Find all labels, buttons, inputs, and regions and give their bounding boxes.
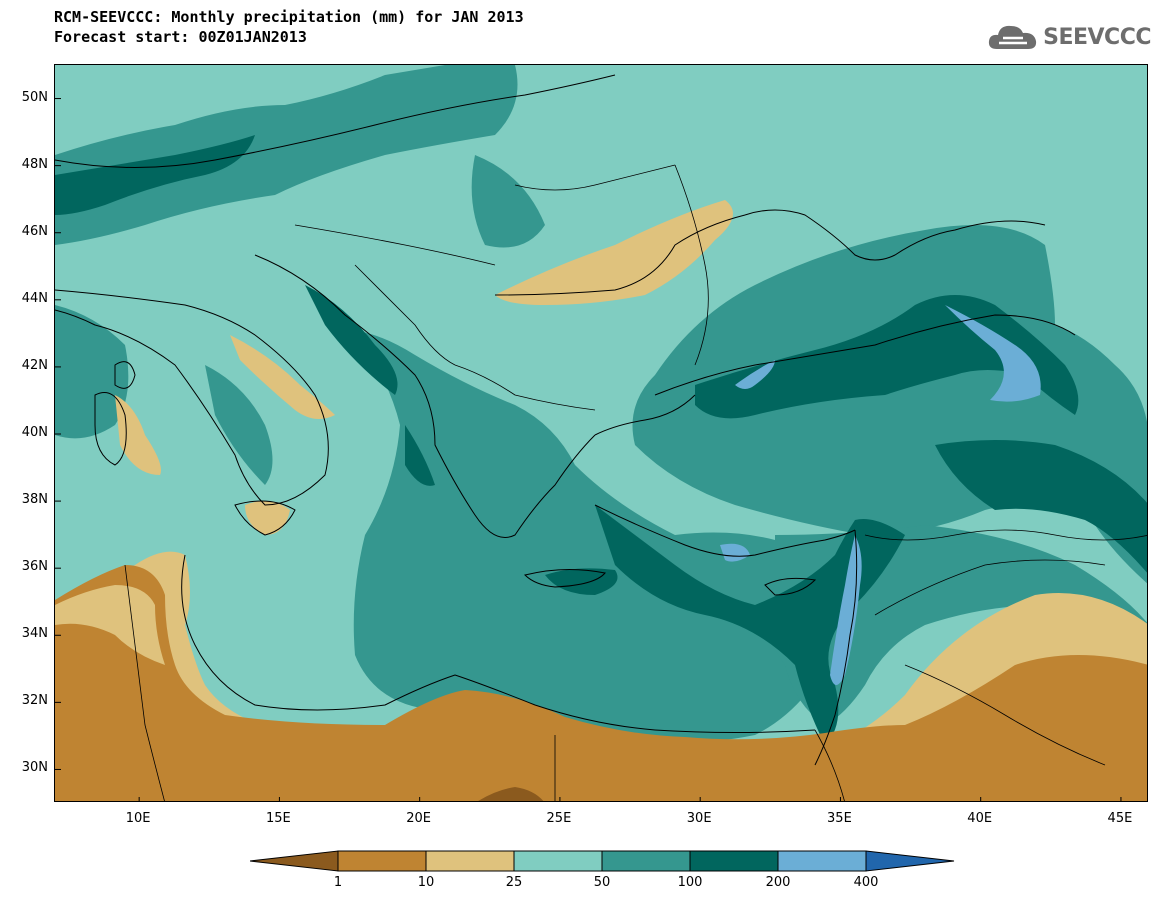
lon-tick-label: 10E <box>125 811 151 826</box>
lat-tick-label: 48N <box>21 156 48 172</box>
colorbar-level-label: 1 <box>333 875 343 890</box>
field-50-100-corsica <box>55 305 129 439</box>
colorbar-level-label: 10 <box>417 875 435 890</box>
field-50-100-carpathians <box>471 155 545 248</box>
colorbar-level-label: 50 <box>593 875 611 890</box>
field-10-25-tunisia <box>55 585 165 665</box>
precipitation-field <box>55 65 1147 801</box>
lon-tick-label: 35E <box>827 811 852 826</box>
colorbar-level-label: 25 <box>505 875 523 890</box>
lon-tick-label: 15E <box>266 811 291 826</box>
lat-tick-label: 44N <box>21 290 48 306</box>
field-200-400-pontic <box>945 305 1041 402</box>
colorbar-below-arrow <box>250 850 339 872</box>
seevccc-logo: SEEVCCC <box>987 20 1151 54</box>
field-200-400-antalya <box>720 543 750 562</box>
colorbar-level-label: 400 <box>853 875 879 890</box>
colorbar-level-label: 100 <box>677 875 703 890</box>
lat-tick-label: 46N <box>21 223 48 239</box>
field-50-100-alps <box>55 65 518 245</box>
field-50-100-central-med <box>345 330 847 743</box>
colorbar-above-arrow <box>865 850 955 872</box>
field-100-200-alps <box>55 135 255 215</box>
lat-tick-label: 30N <box>21 760 48 776</box>
forecast-start-label: Forecast start: 00Z01JAN2013 <box>54 28 307 46</box>
lat-tick-label: 40N <box>21 425 48 440</box>
field-100-200-dinaric <box>305 285 398 395</box>
field-100-200-crete <box>545 568 618 595</box>
lat-tick-label: 42N <box>21 357 48 373</box>
field-10-25-sardinia <box>115 395 161 475</box>
colorbar-segment <box>777 850 867 872</box>
lat-tick-label: 38N <box>21 492 48 508</box>
colorbar <box>250 850 955 872</box>
lon-tick-label: 30E <box>686 811 712 826</box>
field-10-25-danube <box>495 200 733 305</box>
lat-tick-label: 32N <box>21 693 48 709</box>
map-title: RCM-SEEVCCC: Monthly precipitation (mm) … <box>54 8 524 26</box>
field-100-200-albania <box>405 425 435 486</box>
lon-tick-label: 45E <box>1107 811 1133 826</box>
field-50-100-tyrrhenian <box>205 365 273 485</box>
field-200-400-lebanon <box>830 535 862 685</box>
field-10-25-apulia <box>230 335 335 419</box>
colorbar-segment <box>513 850 603 872</box>
colorbar-level-label: 200 <box>765 875 791 890</box>
precipitation-map <box>54 64 1148 802</box>
colorbar-segment <box>689 850 779 872</box>
lat-tick-label: 34N <box>21 626 48 642</box>
colorbar-segment <box>601 850 691 872</box>
cloud-icon <box>989 25 1037 49</box>
field-200-400-turkey-north <box>735 360 775 389</box>
borders <box>124 164 1147 801</box>
lon-tick-label: 25E <box>546 811 572 826</box>
lat-tick-label: 50N <box>21 89 48 105</box>
coastlines <box>55 74 1076 766</box>
lon-tick-label: 20E <box>406 811 432 826</box>
colorbar-segment <box>425 850 515 872</box>
field-below-1 <box>478 787 544 801</box>
lat-tick-label: 36N <box>21 559 48 575</box>
lon-tick-label: 40E <box>967 811 993 826</box>
colorbar-segment <box>337 850 427 872</box>
logo-text: SEEVCCC <box>1043 24 1151 50</box>
field-10-25-sicily <box>245 501 290 535</box>
field-1-10-desert <box>55 565 1147 801</box>
field-100-200-east-turkey <box>935 440 1147 573</box>
field-100-200-taurus <box>595 505 905 745</box>
